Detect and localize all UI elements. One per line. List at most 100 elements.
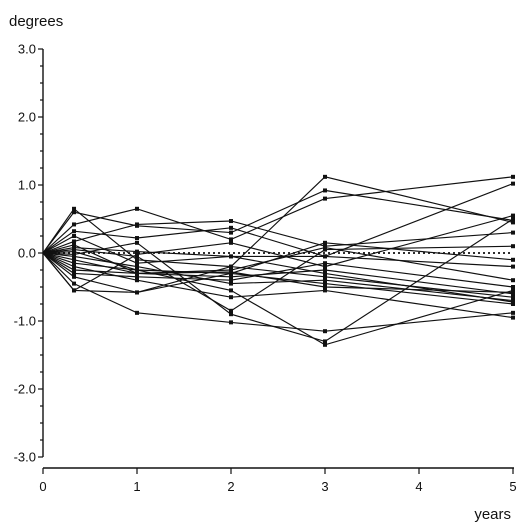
x-axis-label: years bbox=[474, 506, 511, 523]
y-tick-label: 0.0 bbox=[18, 246, 36, 261]
data-point bbox=[135, 261, 139, 266]
data-point bbox=[229, 240, 233, 245]
data-point bbox=[135, 257, 139, 262]
series-line-1 bbox=[42, 176, 514, 268]
data-point bbox=[135, 290, 139, 295]
data-point bbox=[135, 222, 139, 227]
data-point bbox=[229, 274, 233, 279]
series-line-5 bbox=[42, 220, 514, 254]
data-point bbox=[135, 274, 139, 279]
data-point bbox=[323, 254, 327, 259]
data-point bbox=[323, 278, 327, 283]
series-line-10 bbox=[42, 247, 514, 268]
data-point bbox=[323, 247, 327, 252]
data-point bbox=[229, 312, 233, 317]
data-point bbox=[135, 271, 139, 276]
series-group bbox=[42, 174, 515, 347]
y-tick-label: 1.0 bbox=[18, 178, 36, 193]
x-tick-label: 5 bbox=[509, 479, 516, 494]
y-tick-label: -2.0 bbox=[14, 382, 36, 397]
data-point bbox=[229, 295, 233, 300]
series-line-18 bbox=[42, 252, 514, 302]
data-point bbox=[72, 206, 77, 211]
data-point bbox=[72, 229, 77, 234]
series-line-21 bbox=[42, 235, 514, 303]
data-point bbox=[511, 244, 515, 249]
data-point bbox=[135, 252, 139, 257]
data-point bbox=[511, 278, 515, 283]
data-point bbox=[511, 290, 515, 295]
data-point bbox=[511, 285, 515, 289]
data-point bbox=[323, 288, 327, 293]
data-point bbox=[323, 196, 327, 201]
x-tick-label: 4 bbox=[415, 479, 422, 494]
x-tick-label: 1 bbox=[133, 479, 140, 494]
data-point bbox=[72, 254, 77, 259]
axes: 3.0 2.0 1.0 0.0 -1.0 -2.0 -3.00 1 2 3 4 5 bbox=[14, 42, 517, 495]
data-point bbox=[229, 264, 233, 269]
data-point bbox=[135, 268, 139, 272]
data-point bbox=[135, 264, 139, 269]
data-point bbox=[135, 254, 139, 259]
data-point bbox=[72, 245, 77, 250]
y-tick-label: -3.0 bbox=[14, 450, 36, 465]
data-point bbox=[323, 188, 327, 193]
data-point bbox=[229, 237, 233, 242]
data-point bbox=[511, 288, 515, 293]
data-point bbox=[229, 225, 233, 230]
data-point bbox=[72, 234, 77, 238]
data-point bbox=[511, 302, 515, 306]
data-point bbox=[229, 270, 233, 275]
data-point bbox=[72, 261, 77, 266]
data-point bbox=[229, 320, 233, 325]
series-line-17 bbox=[42, 252, 514, 298]
series-line-3 bbox=[42, 176, 514, 254]
data-point bbox=[323, 174, 327, 179]
data-point bbox=[511, 181, 515, 186]
data-point bbox=[135, 249, 139, 254]
series-line-4 bbox=[42, 183, 514, 258]
data-point bbox=[135, 310, 139, 315]
data-point bbox=[72, 242, 77, 247]
data-point bbox=[229, 288, 233, 293]
data-point bbox=[323, 339, 327, 344]
data-point bbox=[511, 295, 515, 300]
data-point bbox=[511, 264, 515, 269]
data-point bbox=[511, 213, 515, 218]
data-point bbox=[229, 254, 233, 259]
data-point bbox=[511, 217, 515, 221]
data-point bbox=[511, 310, 515, 315]
data-point bbox=[323, 285, 327, 289]
data-point bbox=[511, 230, 515, 235]
data-point bbox=[323, 281, 327, 286]
y-axis-label: degrees bbox=[9, 13, 63, 30]
data-point bbox=[229, 308, 233, 313]
data-point bbox=[511, 315, 515, 320]
data-point bbox=[135, 278, 139, 283]
data-point bbox=[72, 222, 77, 227]
x-tick-label: 3 bbox=[321, 479, 328, 494]
data-point bbox=[229, 281, 233, 286]
data-point bbox=[229, 219, 233, 224]
series-line-11 bbox=[42, 247, 514, 281]
series-line-15 bbox=[42, 252, 514, 319]
y-tick-label: 2.0 bbox=[18, 110, 36, 125]
y-tick-label: -1.0 bbox=[14, 314, 36, 329]
data-point bbox=[323, 264, 327, 269]
data-point bbox=[135, 206, 139, 211]
data-point bbox=[511, 174, 515, 179]
series-line-16 bbox=[42, 252, 514, 332]
data-point bbox=[323, 245, 327, 250]
data-point bbox=[323, 240, 327, 245]
data-point bbox=[72, 239, 77, 244]
data-point bbox=[229, 230, 233, 235]
data-point bbox=[511, 299, 515, 304]
data-point bbox=[72, 264, 77, 269]
data-point bbox=[323, 274, 327, 279]
data-point bbox=[72, 271, 77, 276]
y-tick-label: 3.0 bbox=[18, 42, 36, 57]
data-point bbox=[511, 257, 515, 262]
data-point bbox=[72, 210, 77, 215]
data-point bbox=[511, 220, 515, 225]
